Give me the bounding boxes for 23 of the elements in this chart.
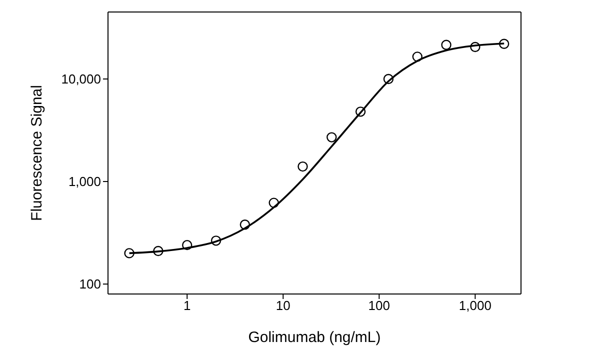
point: [355, 106, 366, 117]
point: [326, 132, 337, 142]
point: [124, 248, 134, 258]
point: [240, 220, 250, 230]
x-tick-label: 10: [276, 298, 290, 314]
x-tick-label: 1,000: [458, 298, 492, 314]
point: [470, 42, 480, 52]
x-tick-label: 100: [368, 298, 390, 314]
y-axis-title: Fluorescence Signal: [28, 85, 46, 221]
y-tick-label: 100: [79, 276, 101, 292]
point: [441, 40, 452, 50]
x-axis-title: Golimumab (ng/mL): [248, 329, 381, 346]
y-tick-label: 10,000: [61, 72, 101, 87]
point: [153, 246, 164, 256]
point: [298, 161, 308, 172]
y-tick-label: 1,000: [68, 174, 101, 190]
point: [383, 74, 394, 84]
point: [412, 52, 422, 62]
point: [210, 236, 222, 246]
point: [182, 240, 192, 250]
point: [498, 38, 510, 49]
point: [268, 198, 279, 208]
x-tick-label: 1: [183, 298, 191, 314]
